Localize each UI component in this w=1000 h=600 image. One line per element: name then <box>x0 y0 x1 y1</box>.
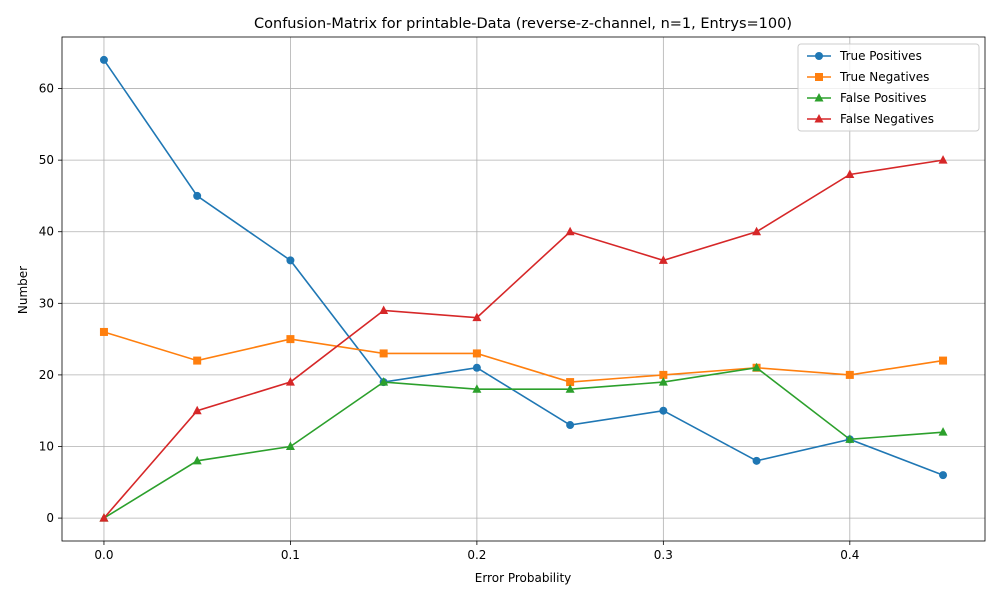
y-axis: 0 10 20 30 40 50 60 <box>39 82 62 525</box>
data-point-true-positives <box>193 191 202 200</box>
x-axis-title: Error Probability <box>475 571 572 585</box>
data-point-false-negatives <box>938 155 948 164</box>
y-tick-label: 50 <box>39 153 54 167</box>
x-axis: 0.0 0.1 0.2 0.3 0.4 <box>94 541 859 562</box>
data-point-false-negatives <box>845 169 855 178</box>
series-line-true-positives <box>103 59 944 476</box>
data-point-false-positives <box>285 441 295 450</box>
legend: True Positives True Negatives False Positi… <box>797 43 980 132</box>
data-point-false-negatives <box>658 255 668 264</box>
data-point-true-positives <box>566 421 575 430</box>
data-point-false-positives <box>845 434 855 443</box>
data-point-true-negatives <box>99 327 108 336</box>
y-tick-label: 60 <box>39 82 54 96</box>
y-tick-label: 20 <box>39 368 54 382</box>
series-false-positives <box>99 362 948 522</box>
legend-label: False Positives <box>840 91 926 105</box>
series-false-negatives <box>99 155 948 522</box>
data-point-true-positives <box>286 256 295 265</box>
data-point-false-negatives <box>192 405 202 415</box>
legend-marker <box>815 52 823 60</box>
y-axis-title: Number <box>16 266 30 314</box>
plot-frame <box>61 36 986 542</box>
x-tick-label: 0.4 <box>840 548 859 562</box>
x-tick-label: 0.3 <box>654 548 673 562</box>
data-point-true-positives <box>99 55 108 64</box>
legend-item-true-negatives: True Negatives <box>807 70 929 84</box>
data-point-false-positives <box>938 427 948 436</box>
data-point-true-negatives <box>193 356 202 365</box>
legend-label: False Negatives <box>840 112 934 126</box>
legend-item-false-positives: False Positives <box>807 91 926 105</box>
data-point-false-negatives <box>285 377 295 386</box>
legend-marker <box>815 73 823 81</box>
x-tick-label: 0.1 <box>281 548 300 562</box>
data-point-true-negatives <box>379 349 388 358</box>
data-point-false-positives <box>565 384 575 393</box>
data-point-true-negatives <box>845 370 854 379</box>
y-tick-label: 30 <box>39 296 54 310</box>
legend-item-true-positives: True Positives <box>807 49 922 63</box>
legend-label: True Negatives <box>839 70 929 84</box>
series-true-positives <box>99 55 948 480</box>
series-line-true-negatives <box>103 331 944 383</box>
data-point-true-positives <box>752 456 761 465</box>
data-point-true-negatives <box>939 356 948 365</box>
data-point-false-negatives <box>472 312 482 322</box>
legend-box <box>797 43 980 132</box>
legend-marker <box>814 114 824 123</box>
data-point-false-negatives <box>752 226 762 236</box>
series-true-negatives <box>99 327 948 387</box>
series-layer <box>99 55 948 522</box>
chart-title: Confusion-Matrix for printable-Data (rev… <box>254 16 792 32</box>
x-tick-label: 0.2 <box>467 548 486 562</box>
data-point-true-negatives <box>566 378 575 387</box>
legend-item-false-negatives: False Negatives <box>807 112 934 126</box>
data-point-true-negatives <box>472 349 481 358</box>
data-point-false-positives <box>752 362 762 372</box>
y-tick-label: 40 <box>39 225 54 239</box>
data-point-false-positives <box>379 377 389 386</box>
data-point-false-negatives <box>99 513 109 522</box>
x-tick-label: 0.0 <box>94 548 113 562</box>
data-point-true-positives <box>939 471 948 480</box>
legend-marker <box>814 93 824 102</box>
data-point-false-negatives <box>379 305 389 314</box>
series-line-false-positives <box>103 366 944 519</box>
series-line-false-negatives <box>103 159 944 519</box>
data-point-false-positives <box>192 455 202 465</box>
legend-label: True Positives <box>839 49 922 63</box>
data-point-false-negatives <box>565 226 575 236</box>
y-tick-label: 0 <box>46 511 54 525</box>
grid <box>62 37 985 541</box>
data-point-true-positives <box>659 406 668 415</box>
data-point-true-positives <box>472 363 481 372</box>
data-point-false-positives <box>472 384 482 393</box>
y-tick-label: 10 <box>39 440 54 454</box>
data-point-true-negatives <box>659 370 668 379</box>
data-point-false-positives <box>658 377 668 386</box>
data-point-true-negatives <box>286 335 295 344</box>
